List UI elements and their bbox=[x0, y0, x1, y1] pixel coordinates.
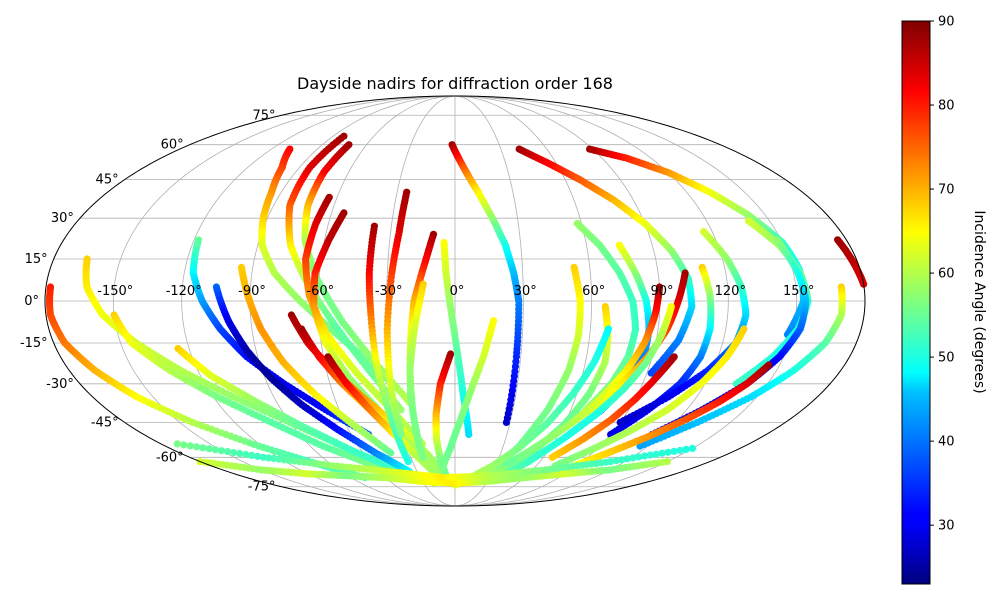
longitude-tick-label: -90° bbox=[238, 284, 266, 299]
nadir-track bbox=[365, 222, 412, 466]
track-point bbox=[186, 442, 194, 450]
nadir-track bbox=[237, 263, 395, 457]
latitude-tick-label: -75° bbox=[248, 480, 276, 495]
latitude-tick-label: 60° bbox=[161, 138, 184, 153]
track-point bbox=[663, 458, 672, 466]
colorbar bbox=[901, 20, 931, 585]
nadir-track bbox=[406, 280, 427, 461]
chart-title: Dayside nadirs for diffraction order 168 bbox=[297, 74, 613, 93]
latitude-tick-label: -45° bbox=[91, 415, 119, 430]
nadir-track bbox=[834, 236, 868, 288]
track-point bbox=[192, 443, 201, 451]
nadir-track bbox=[110, 311, 407, 482]
track-point bbox=[652, 450, 660, 458]
nadir-tracks bbox=[46, 132, 868, 489]
colorbar-tick-label: 90 bbox=[938, 15, 955, 30]
track-point bbox=[404, 458, 412, 466]
latitude-tick-label: -15° bbox=[20, 336, 48, 351]
track-point bbox=[676, 446, 684, 454]
track-point bbox=[419, 453, 427, 461]
track-point bbox=[217, 447, 226, 455]
longitude-tick-label: -30° bbox=[375, 284, 403, 299]
longitude-tick-label: 60° bbox=[582, 284, 605, 299]
latitude-tick-label: -60° bbox=[156, 450, 184, 465]
longitude-tick-label: -150° bbox=[97, 284, 133, 299]
colorbar-label: Incidence Angle (degrees) bbox=[971, 210, 987, 393]
latitude-tick-label: 0° bbox=[24, 294, 39, 309]
colorbar-tick-label: 80 bbox=[938, 99, 955, 114]
longitude-tick-label: 90° bbox=[650, 284, 673, 299]
track-point bbox=[504, 460, 512, 468]
nadir-track bbox=[383, 188, 411, 439]
colorbar-tick-label: 60 bbox=[938, 267, 955, 282]
longitude-tick-label: 0° bbox=[450, 284, 465, 299]
track-point bbox=[387, 449, 395, 457]
track-point bbox=[647, 369, 655, 377]
latitude-tick-label: 75° bbox=[252, 108, 275, 123]
longitude-tick-label: -120° bbox=[166, 284, 202, 299]
nadir-track bbox=[607, 263, 715, 439]
track-point bbox=[682, 445, 690, 453]
longitude-tick-label: 120° bbox=[715, 284, 746, 299]
track-point bbox=[224, 448, 232, 456]
track-point bbox=[211, 446, 219, 454]
track-point bbox=[236, 449, 244, 458]
longitude-tick-label: 150° bbox=[783, 284, 814, 299]
colorbar-tick-label: 30 bbox=[938, 519, 955, 534]
track-point bbox=[173, 440, 181, 448]
track-point bbox=[548, 453, 556, 461]
latitude-tick-label: 30° bbox=[51, 211, 74, 226]
latitude-tick-label: 45° bbox=[96, 173, 119, 188]
track-point bbox=[397, 430, 405, 439]
nadir-track bbox=[448, 141, 523, 426]
track-point bbox=[502, 418, 510, 426]
nadir-track bbox=[485, 263, 584, 478]
nadir-track bbox=[548, 353, 678, 461]
colorbar-tick-label: 40 bbox=[938, 435, 955, 450]
nadir-track bbox=[440, 238, 473, 439]
nadir-track bbox=[551, 325, 748, 470]
track-point bbox=[616, 418, 624, 426]
track-point bbox=[516, 453, 524, 461]
track-point bbox=[397, 406, 405, 414]
latitude-tick-label: 15° bbox=[25, 252, 48, 267]
colorbar-ticks: 30 40 50 60 70 80 90 bbox=[930, 15, 955, 534]
track-point bbox=[180, 441, 188, 449]
nadir-track bbox=[430, 317, 498, 487]
track-point bbox=[465, 430, 473, 439]
colorbar-tick-label: 70 bbox=[938, 183, 955, 198]
longitude-tick-label: -60° bbox=[306, 284, 334, 299]
track-point bbox=[688, 444, 697, 452]
longitude-tick-label: 30° bbox=[514, 284, 537, 299]
track-point bbox=[664, 448, 672, 456]
track-point bbox=[205, 445, 213, 453]
colorbar-tick-label: 50 bbox=[938, 351, 955, 366]
latitude-tick-label: -30° bbox=[46, 377, 74, 392]
track-point bbox=[230, 449, 238, 457]
track-point bbox=[199, 444, 207, 452]
